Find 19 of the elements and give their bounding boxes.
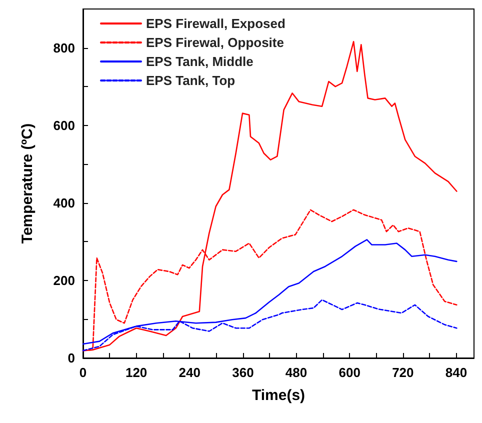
y-tick-label: 0 [68,350,75,366]
legend-label: EPS Tank, Top [146,73,236,88]
y-tick-label: 800 [53,40,75,56]
legend-label: EPS Firewal, Opposite [146,35,284,50]
y-tick-label: 200 [53,272,75,288]
x-tick-label: 840 [445,365,468,380]
x-tick-label: 480 [285,365,308,380]
x-tick-label: 360 [232,365,254,380]
x-tick-label: 120 [125,365,148,380]
y-tick-label: 400 [53,195,75,210]
x-tick-label: 0 [79,365,87,380]
legend-label: EPS Tank, Middle [146,54,254,69]
y-axis-title: Temperature (ºC) [19,123,36,244]
x-tick-label: 240 [178,365,200,380]
legend-label: EPS Firewall, Exposed [146,16,286,31]
y-tick-label: 600 [53,118,75,133]
x-axis-title: Time(s) [252,387,306,404]
x-tick-label: 720 [392,365,414,380]
x-tick-label: 600 [338,365,360,380]
